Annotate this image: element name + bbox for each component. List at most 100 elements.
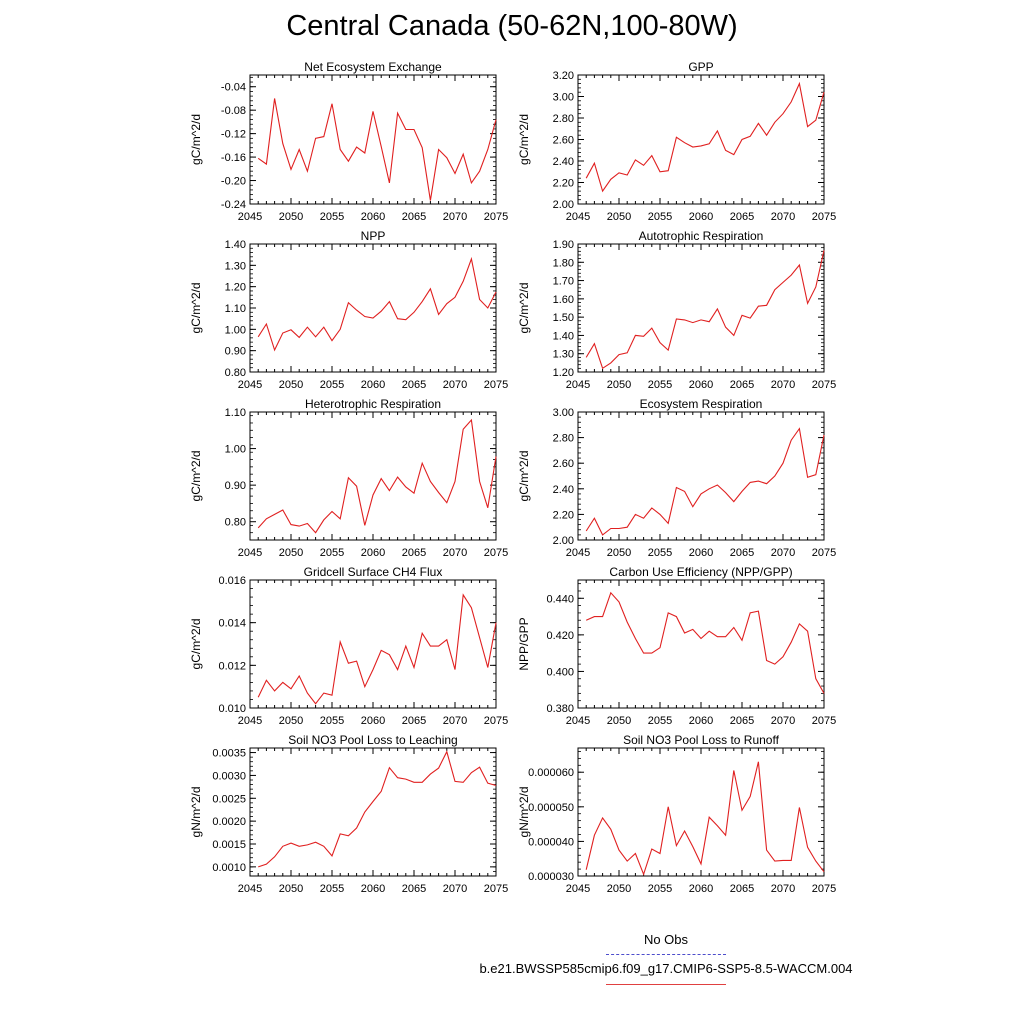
y-axis-label: NPP/GPP: [517, 617, 531, 670]
x-tick-label: 2070: [443, 883, 467, 895]
y-tick-label: 0.000050: [528, 802, 574, 814]
y-tick-label: -0.04: [221, 82, 246, 94]
panel-title: Soil NO3 Pool Loss to Runoff: [623, 733, 780, 747]
x-tick-label: 2055: [648, 379, 672, 391]
y-tick-label: 2.80: [553, 113, 574, 125]
y-tick-label: 1.30: [225, 260, 246, 272]
chart-panel-5: Ecosystem Respiration gC/m^2/d 2045 2050 205…: [517, 397, 836, 559]
y-tick-label: 0.380: [546, 703, 574, 715]
y-tick-label: 0.016: [218, 575, 246, 587]
x-tick-label: 2060: [689, 547, 713, 559]
legend-obs-line: [606, 954, 726, 955]
x-tick-label: 2065: [402, 715, 426, 727]
y-tick-label: 0.0020: [212, 816, 246, 828]
y-axis-label: gC/m^2/d: [189, 619, 203, 670]
x-tick-label: 2045: [566, 883, 590, 895]
series-line: [585, 591, 825, 694]
y-tick-label: 0.000030: [528, 871, 574, 883]
chart-panel-2: NPP gC/m^2/d 2045 2050 2055 2060 2065 2070 2075 0…: [189, 229, 508, 391]
chart-panel-1: GPP gC/m^2/d 2045 2050 2055 2060 2065 2070 2075 2…: [517, 60, 836, 223]
x-tick-label: 2050: [279, 379, 303, 391]
y-tick-label: 1.10: [225, 303, 246, 315]
y-axis-label: gC/m^2/d: [189, 114, 203, 165]
x-tick-label: 2050: [607, 379, 631, 391]
y-tick-label: 1.80: [553, 257, 574, 269]
x-tick-label: 2045: [238, 883, 262, 895]
y-tick-label: 3.00: [553, 92, 574, 104]
series-line: [585, 427, 825, 536]
x-tick-label: 2055: [648, 547, 672, 559]
series-line: [585, 250, 825, 370]
x-tick-label: 2055: [320, 547, 344, 559]
plot-frame: [577, 411, 825, 541]
x-tick-label: 2055: [648, 883, 672, 895]
y-tick-label: -0.24: [221, 199, 246, 211]
x-tick-label: 2045: [566, 547, 590, 559]
x-tick-label: 2045: [238, 547, 262, 559]
x-tick-label: 2065: [730, 715, 754, 727]
x-tick-label: 2065: [402, 883, 426, 895]
y-axis-label: gN/m^2/d: [189, 787, 203, 838]
x-tick-label: 2060: [689, 715, 713, 727]
y-tick-label: 2.80: [553, 433, 574, 445]
series-line: [585, 81, 825, 193]
series-line: [257, 593, 497, 705]
y-tick-label: 0.90: [225, 346, 246, 358]
x-tick-label: 2060: [689, 883, 713, 895]
chart-panel-8: Soil NO3 Pool Loss to Leaching gN/m^2/d 20…: [189, 733, 508, 895]
x-tick-label: 2075: [484, 883, 508, 895]
main-title: Central Canada (50-62N,100-80W): [286, 10, 738, 42]
x-tick-label: 2075: [812, 883, 836, 895]
plot-frame: [249, 74, 497, 205]
x-tick-label: 2075: [812, 547, 836, 559]
x-tick-label: 2065: [730, 379, 754, 391]
y-tick-label: 1.40: [553, 330, 574, 342]
chart-panel-0: Net Ecosystem Exchange gC/m^2/d 2045 2050 20…: [189, 60, 508, 223]
x-tick-label: 2055: [320, 715, 344, 727]
y-tick-label: 0.80: [225, 367, 246, 379]
chart-panel-9: Soil NO3 Pool Loss to Runoff gN/m^2/d 2045…: [517, 733, 836, 895]
y-axis-label: gC/m^2/d: [517, 451, 531, 502]
y-tick-label: 0.0010: [212, 862, 246, 874]
panel-title: Soil NO3 Pool Loss to Leaching: [288, 733, 457, 747]
x-tick-label: 2075: [484, 547, 508, 559]
x-tick-label: 2060: [361, 883, 385, 895]
chart-panel-4: Heterotrophic Respiration gC/m^2/d 2045 205…: [189, 397, 508, 559]
y-tick-label: 2.20: [553, 509, 574, 521]
y-tick-label: 2.20: [553, 178, 574, 190]
x-tick-label: 2050: [279, 547, 303, 559]
y-axis-label: gC/m^2/d: [517, 283, 531, 334]
panel-title: Net Ecosystem Exchange: [304, 60, 442, 74]
x-tick-label: 2060: [361, 547, 385, 559]
panel-title: Gridcell Surface CH4 Flux: [304, 565, 443, 579]
y-tick-label: 0.000060: [528, 767, 574, 779]
x-tick-label: 2050: [279, 883, 303, 895]
y-tick-label: -0.16: [221, 152, 246, 164]
y-axis-label: gN/m^2/d: [517, 787, 531, 838]
plot-frame: [249, 579, 497, 709]
x-tick-label: 2055: [320, 883, 344, 895]
y-tick-label: -0.08: [221, 105, 246, 117]
x-tick-label: 2070: [771, 211, 795, 223]
x-tick-label: 2055: [648, 211, 672, 223]
x-tick-label: 2070: [443, 547, 467, 559]
plot-frame: [577, 74, 825, 205]
y-tick-label: 0.400: [546, 666, 574, 678]
x-tick-label: 2055: [648, 715, 672, 727]
panel-title: Carbon Use Efficiency (NPP/GPP): [609, 565, 792, 579]
plot-frame: [249, 411, 497, 541]
x-tick-label: 2065: [402, 379, 426, 391]
series-line: [258, 750, 497, 868]
x-tick-label: 2075: [484, 379, 508, 391]
y-tick-label: 1.20: [553, 367, 574, 379]
y-tick-label: 2.00: [553, 199, 574, 211]
x-tick-label: 2070: [771, 715, 795, 727]
x-tick-label: 2070: [771, 547, 795, 559]
y-tick-label: 0.0015: [212, 839, 246, 851]
y-tick-label: 0.90: [225, 480, 246, 492]
y-tick-label: 0.0025: [212, 793, 246, 805]
plot-frame: [249, 747, 497, 877]
x-tick-label: 2065: [730, 547, 754, 559]
legend-model-line: [606, 984, 726, 985]
y-tick-label: 1.60: [553, 294, 574, 306]
